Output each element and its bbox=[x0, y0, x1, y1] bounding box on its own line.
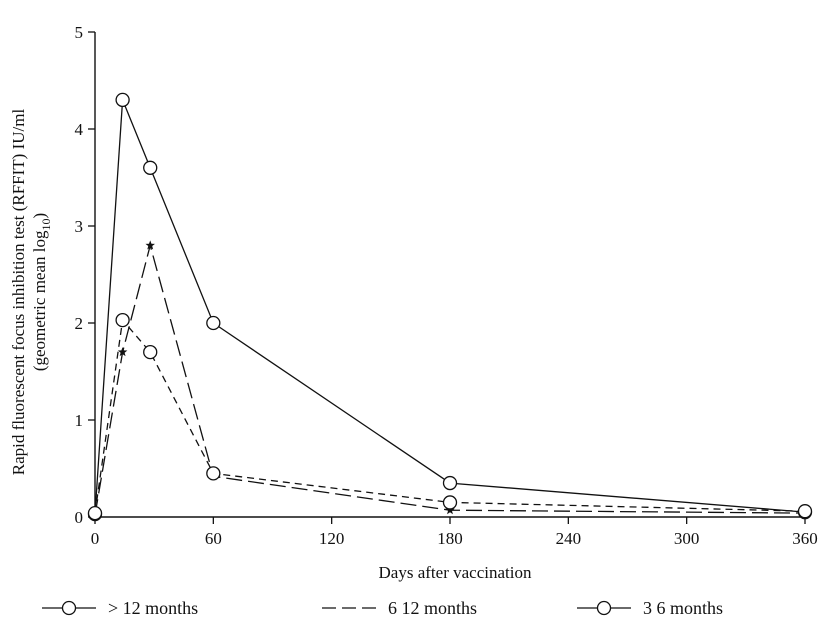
legend-label: 3 6 months bbox=[643, 597, 724, 618]
x-tick-label: 120 bbox=[319, 529, 345, 548]
data-point-circle bbox=[115, 92, 130, 108]
legend-swatch-solid-circle bbox=[577, 600, 631, 616]
chart-axes: 0 60 120 180 240 300 360 0 1 2 3 4 5 bbox=[75, 23, 818, 548]
data-point-circle bbox=[87, 505, 103, 521]
x-tick-label: 360 bbox=[792, 529, 818, 548]
y-tick-label: 1 bbox=[75, 411, 84, 430]
legend-item-6-12-months: 6 12 months bbox=[320, 588, 477, 628]
x-tick-label: 300 bbox=[674, 529, 700, 548]
data-point-star bbox=[445, 505, 455, 515]
y-tick-label: 0 bbox=[75, 508, 84, 527]
y-axis-title-line2-suffix: ) bbox=[30, 213, 49, 219]
y-tick-label: 5 bbox=[75, 23, 84, 42]
data-point-circle bbox=[143, 344, 158, 360]
y-tick-label: 3 bbox=[75, 217, 84, 236]
data-point-circle bbox=[797, 504, 813, 519]
legend-label: > 12 months bbox=[108, 597, 199, 618]
data-point-circle bbox=[115, 312, 130, 328]
data-point-circle bbox=[206, 466, 221, 481]
legend-label: 6 12 months bbox=[388, 597, 478, 618]
data-point-star bbox=[145, 240, 155, 250]
data-point-circle bbox=[442, 475, 458, 491]
y-tick-label: 2 bbox=[75, 314, 84, 333]
x-tick-label: 0 bbox=[91, 529, 100, 548]
data-point-star bbox=[117, 347, 128, 357]
x-tick-label: 180 bbox=[437, 529, 463, 548]
x-axis-title: Days after vaccination bbox=[379, 563, 532, 582]
series-line bbox=[94, 318, 806, 514]
x-tick-label: 60 bbox=[205, 529, 222, 548]
legend-swatch-long-dash bbox=[322, 607, 376, 609]
line-chart: 0 60 120 180 240 300 360 0 1 2 3 4 5 Days after vacc… bbox=[9, 23, 818, 582]
series-0 bbox=[87, 92, 813, 522]
y-tick-label: 4 bbox=[75, 120, 84, 139]
y-axis-title-line2-subscript: 10 bbox=[39, 219, 53, 231]
legend-item-3-6-months: 3 6 months bbox=[575, 588, 723, 628]
chart-legend: > 12 months 6 12 months 3 6 months bbox=[0, 588, 824, 628]
y-axis-title: Rapid fluorescent focus inhibition test … bbox=[9, 109, 53, 476]
series-line bbox=[94, 242, 806, 516]
series-2 bbox=[87, 312, 813, 521]
series-line bbox=[94, 99, 806, 515]
data-point-circle bbox=[143, 160, 158, 175]
y-axis-title-line1: Rapid fluorescent focus inhibition test … bbox=[9, 109, 28, 476]
chart-series bbox=[87, 92, 813, 522]
y-axis-title-line2-prefix: (geometric mean log bbox=[30, 230, 49, 371]
legend-swatch-solid-circle bbox=[42, 600, 96, 616]
data-point-circle bbox=[442, 495, 458, 510]
y-axis-title-line2: (geometric mean log10) bbox=[30, 213, 53, 371]
legend-item-over-12-months: > 12 months bbox=[40, 588, 198, 628]
x-tick-label: 240 bbox=[556, 529, 582, 548]
data-point-circle bbox=[206, 315, 221, 331]
